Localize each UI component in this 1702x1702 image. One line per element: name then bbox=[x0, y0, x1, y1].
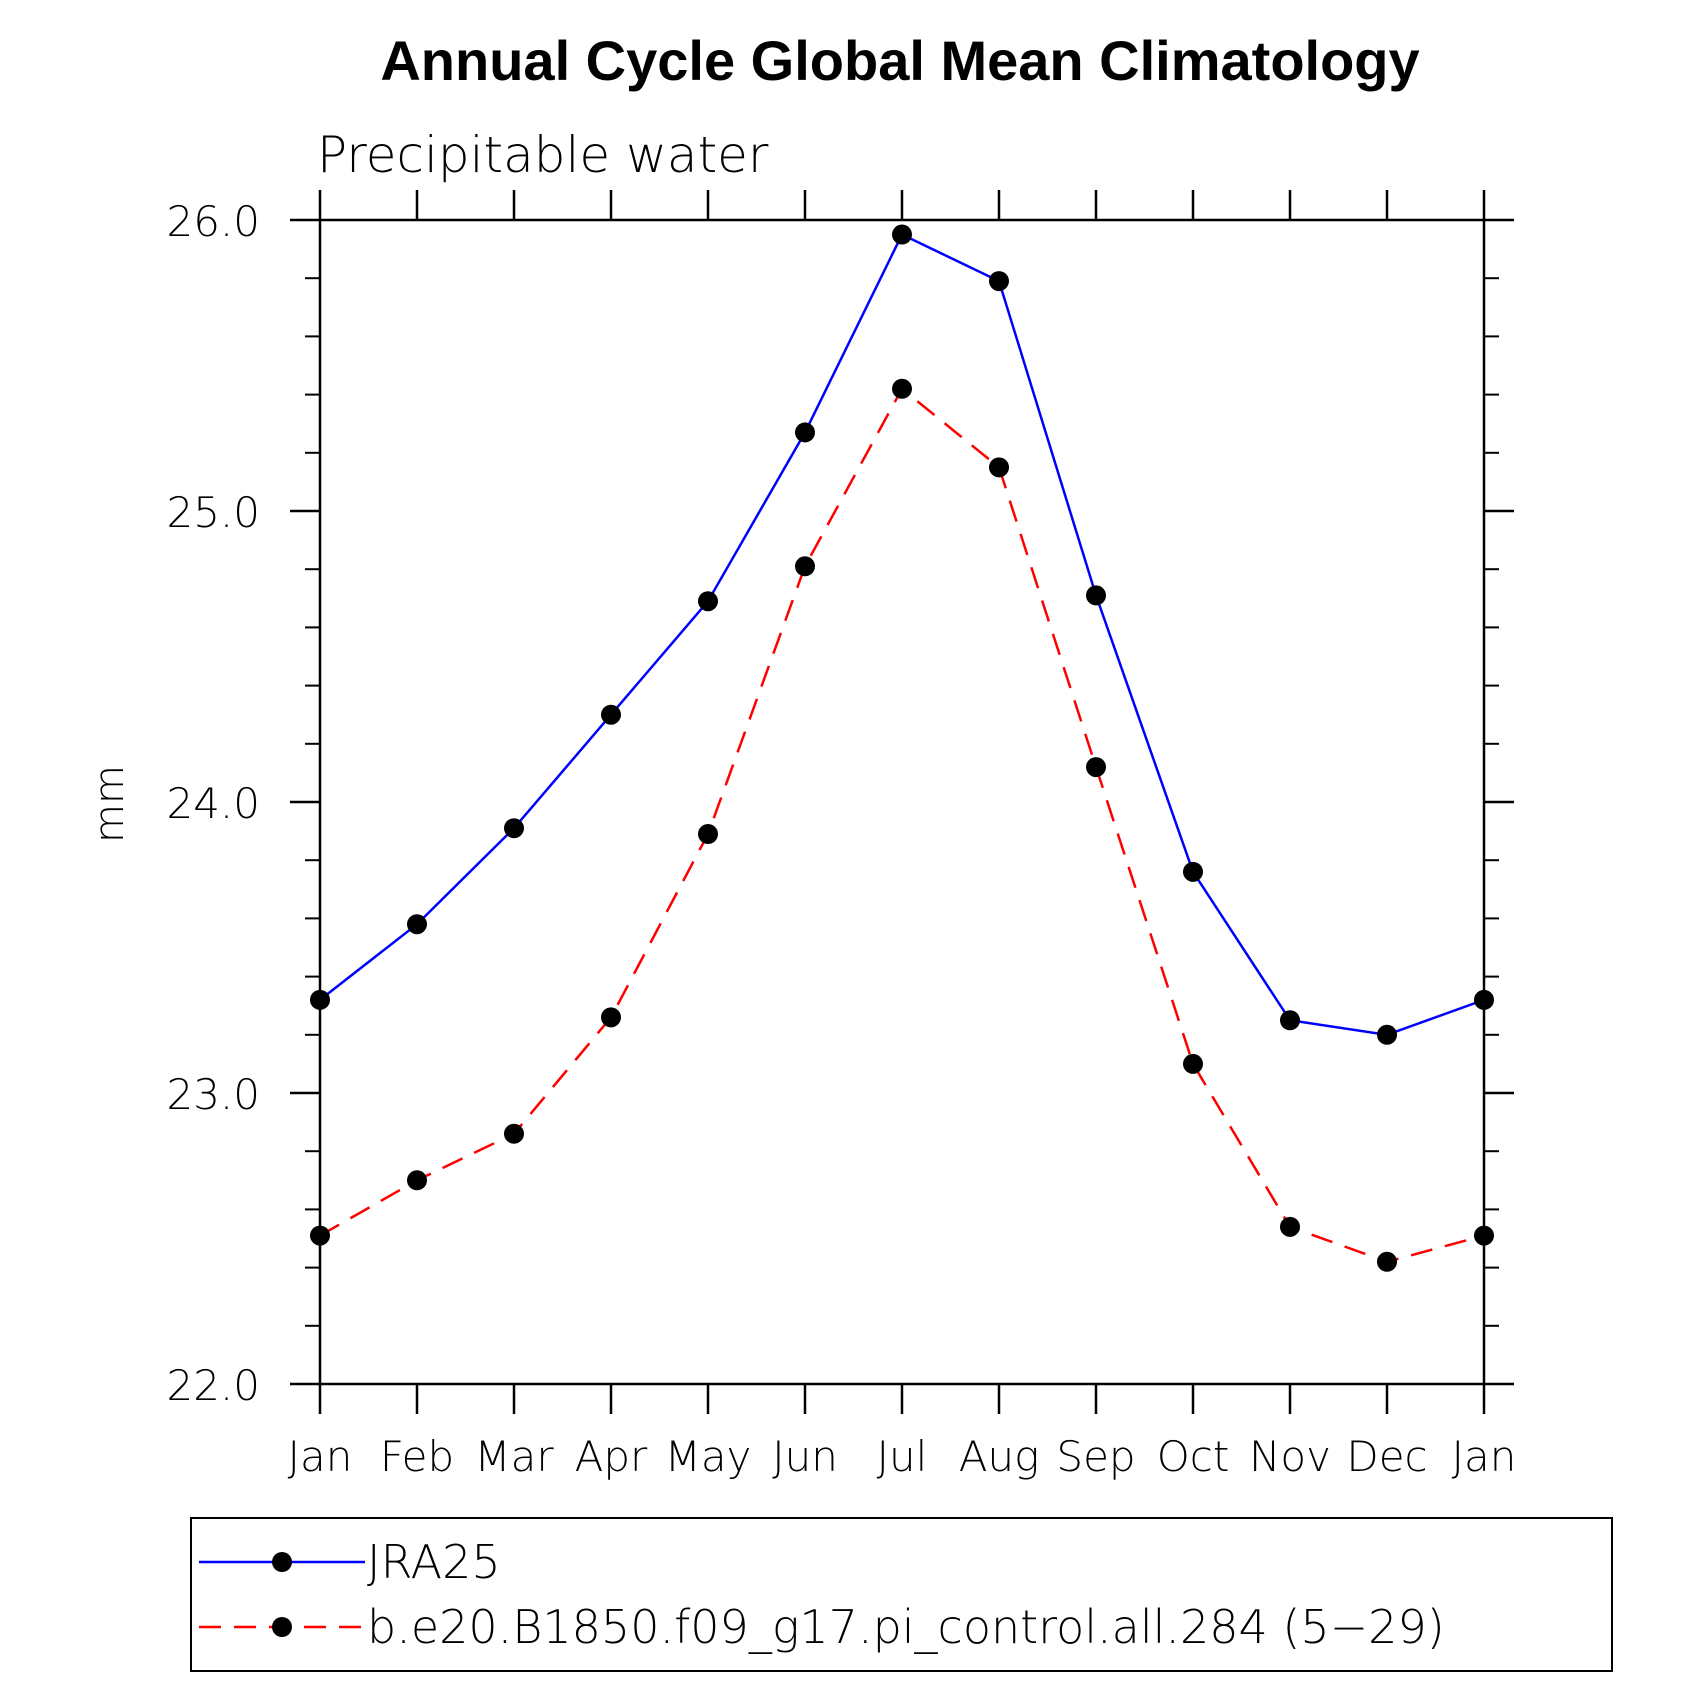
series-0-point bbox=[1280, 1010, 1300, 1031]
y-tick-label: 23.0 bbox=[166, 1070, 260, 1119]
legend-label-1: b.e20.B1850.f09_g17.pi_control.all.284 (… bbox=[367, 1600, 1445, 1654]
series-line-0 bbox=[319, 232, 1485, 1037]
y-tick-label: 26.0 bbox=[166, 197, 260, 246]
legend-label-0: JRA25 bbox=[367, 1535, 501, 1589]
series-0-point bbox=[504, 818, 524, 839]
x-tick-label: Aug bbox=[959, 1432, 1040, 1481]
x-tick-label: Apr bbox=[575, 1432, 648, 1481]
series-1-point bbox=[989, 457, 1009, 478]
legend-marker-0 bbox=[272, 1552, 292, 1572]
chart-subtitle: Precipitable water bbox=[317, 126, 769, 184]
series-1-point bbox=[601, 1007, 621, 1028]
series-0-point bbox=[698, 591, 718, 612]
series-0-point bbox=[892, 224, 912, 245]
series-1-point bbox=[1474, 1225, 1494, 1246]
series-line-1 bbox=[319, 386, 1485, 1264]
y-axis-label: mm bbox=[87, 765, 133, 843]
series-1-point bbox=[1086, 757, 1106, 778]
legend-marker-1 bbox=[272, 1617, 292, 1637]
series-0-point bbox=[1183, 861, 1203, 882]
y-tick-label: 25.0 bbox=[166, 488, 260, 537]
series-0-point bbox=[1377, 1024, 1397, 1045]
series-0-point bbox=[310, 989, 330, 1010]
axes: Jan Feb Mar Apr May Jun Jul Aug Sep Oct Nov Dec Jan 2… bbox=[166, 190, 1516, 1481]
series-1-point bbox=[407, 1170, 427, 1191]
chart-title: Annual Cycle Global Mean Climatology bbox=[380, 29, 1419, 92]
series-0-point bbox=[795, 422, 815, 443]
series-1-point bbox=[1280, 1216, 1300, 1237]
legend: JRA25 b.e20.B1850.f09_g17.pi_control.all.… bbox=[190, 1517, 1613, 1672]
x-tick-label: May bbox=[665, 1432, 752, 1481]
x-tick-label: Jan bbox=[1452, 1432, 1517, 1481]
legend-box bbox=[190, 1517, 1613, 1672]
series-1-point bbox=[1377, 1251, 1397, 1272]
series-1-point bbox=[795, 556, 815, 577]
series-0-point bbox=[407, 914, 427, 935]
x-tick-label: Nov bbox=[1249, 1432, 1331, 1481]
x-tick-label: Dec bbox=[1346, 1432, 1427, 1481]
x-tick-label: Oct bbox=[1157, 1432, 1230, 1481]
series-0-point bbox=[1474, 989, 1494, 1010]
x-tick-label: Jan bbox=[288, 1432, 353, 1481]
series-0-point bbox=[989, 271, 1009, 292]
series-1-point bbox=[504, 1123, 524, 1144]
series-1-point bbox=[698, 824, 718, 845]
y-tick-label: 22.0 bbox=[166, 1361, 260, 1410]
x-tick-label: Sep bbox=[1056, 1432, 1135, 1481]
series-1-point bbox=[892, 378, 912, 399]
x-tick-label: Feb bbox=[380, 1432, 454, 1481]
plot-area bbox=[310, 224, 1494, 1272]
x-tick-label: Jun bbox=[772, 1432, 838, 1481]
x-tick-label: Mar bbox=[474, 1432, 554, 1481]
series-0-point bbox=[1086, 585, 1106, 606]
x-tick-label: Jul bbox=[877, 1432, 928, 1481]
series-0-point bbox=[601, 704, 621, 725]
y-tick-label: 24.0 bbox=[166, 779, 260, 828]
series-1-point bbox=[310, 1225, 330, 1246]
series-1-point bbox=[1183, 1053, 1203, 1074]
